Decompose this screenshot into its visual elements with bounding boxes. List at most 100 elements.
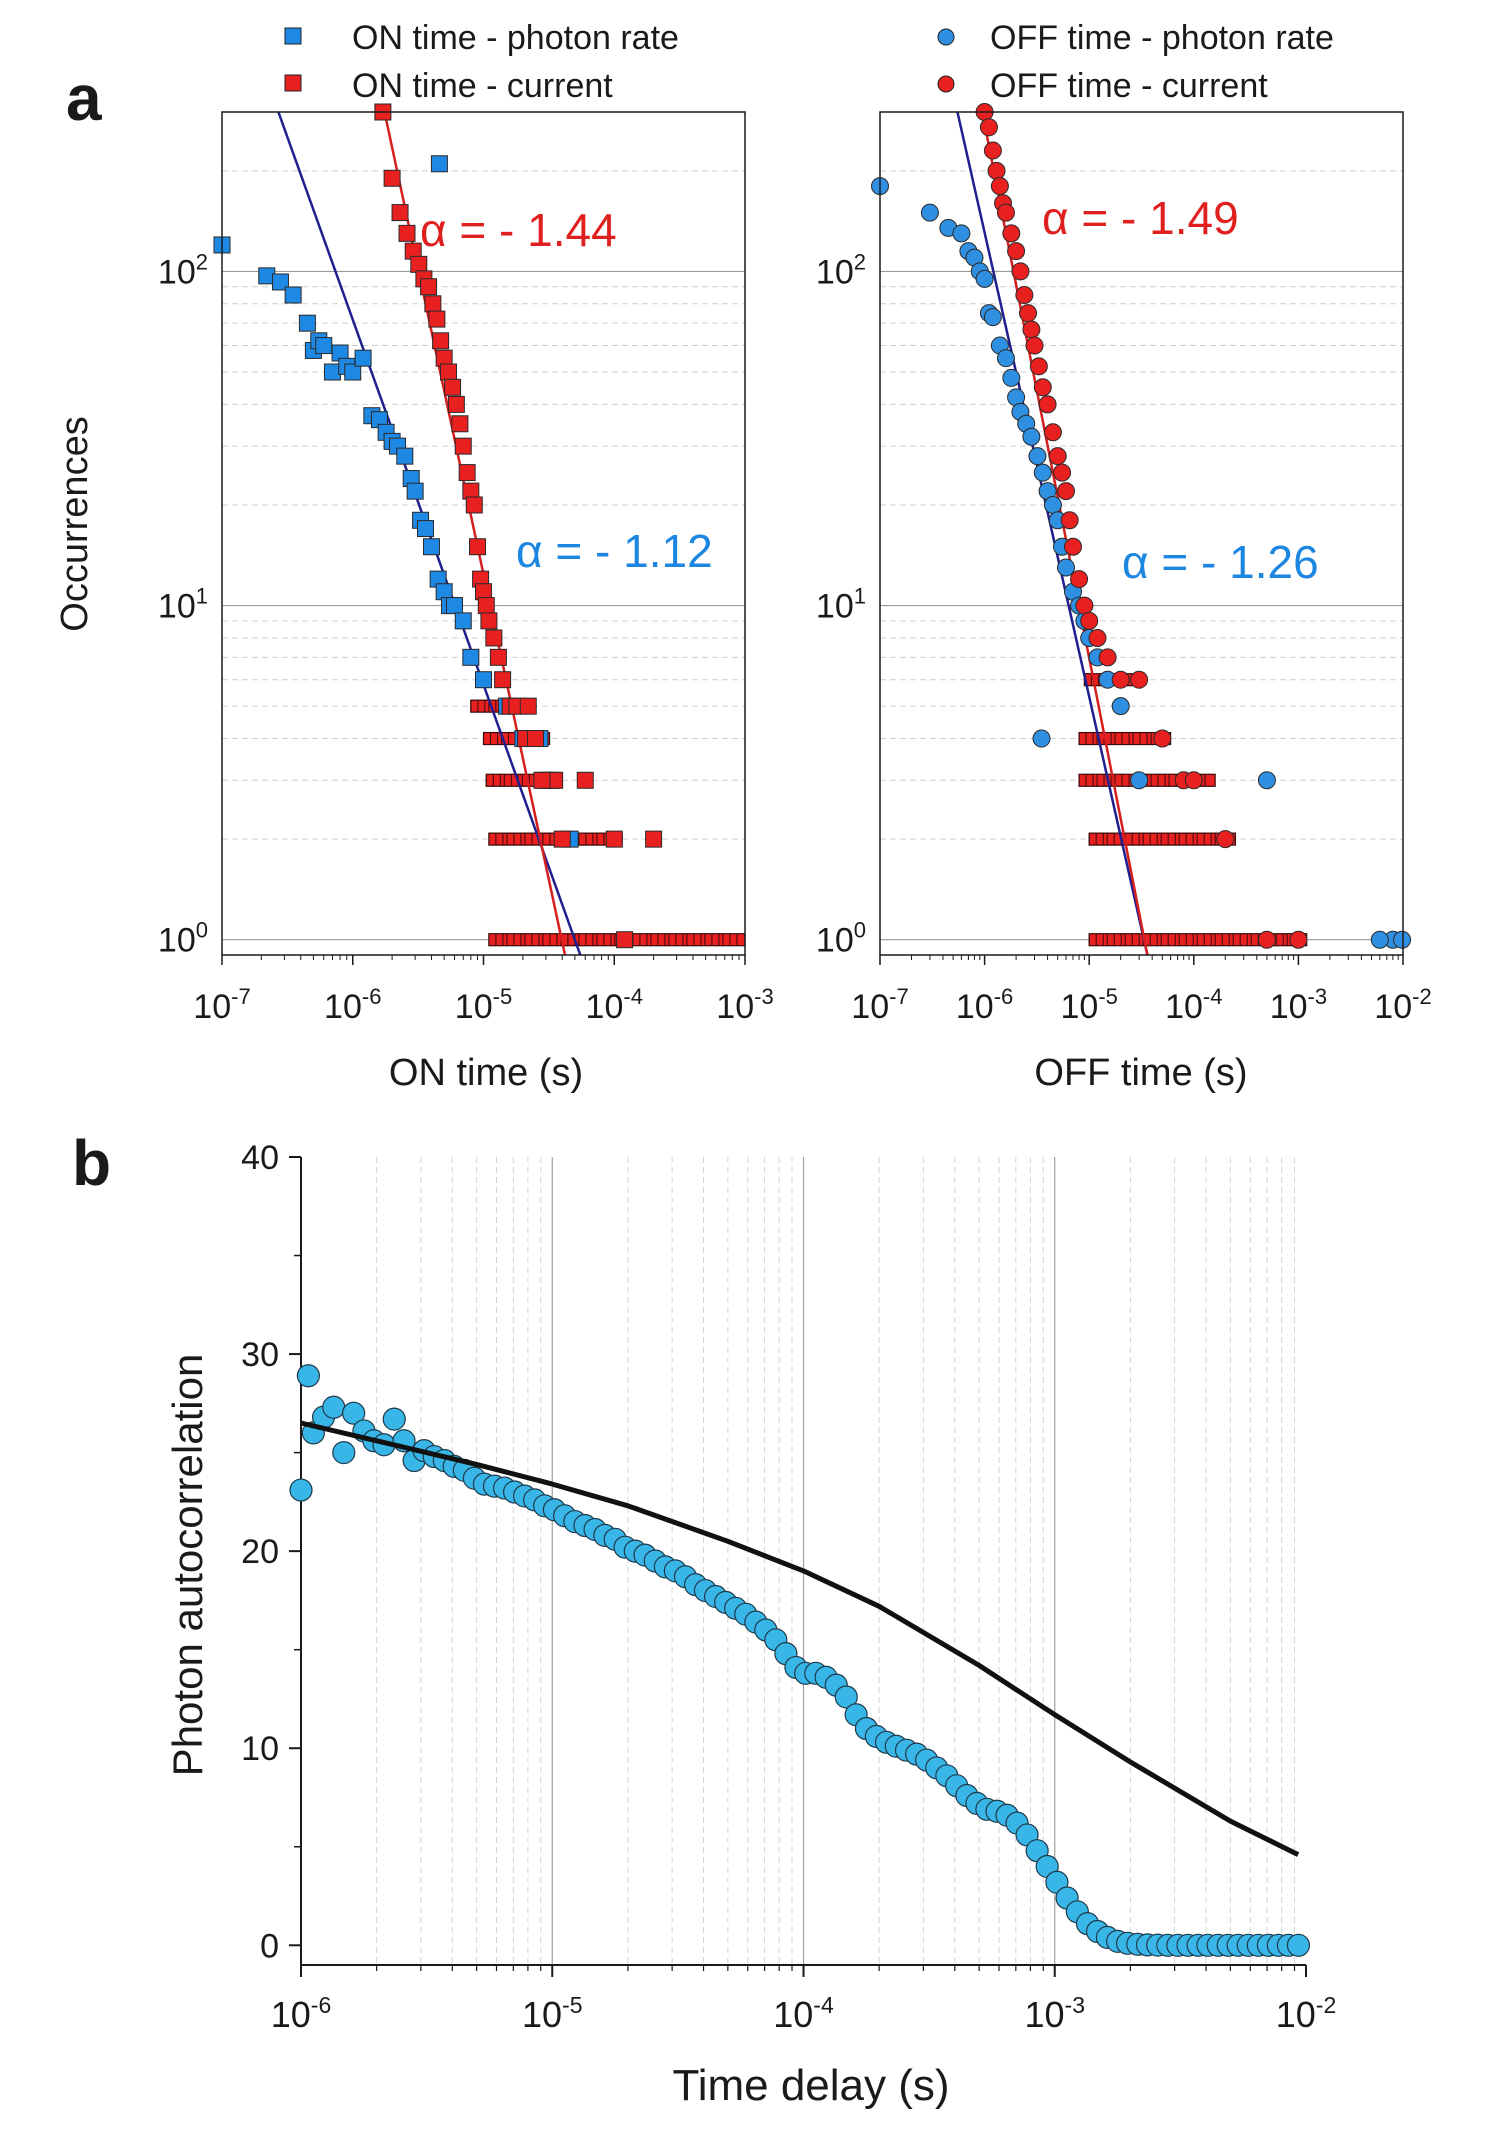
legend-swatch-off-photon	[937, 28, 955, 46]
y-tick-label: 0	[260, 1927, 279, 1965]
alpha-on-photon: α = - 1.12	[516, 525, 713, 577]
data-point	[1060, 511, 1079, 530]
fit-line	[300, 1420, 1300, 1857]
data-point	[1130, 670, 1149, 689]
data-point	[422, 538, 440, 556]
data-point	[447, 395, 465, 413]
data-point	[391, 204, 409, 222]
fit-line	[956, 111, 1149, 956]
data-point	[494, 671, 512, 689]
data-point	[1111, 697, 1130, 716]
data-point	[424, 295, 442, 313]
legend-label-on-photon: ON time - photon rate	[352, 19, 679, 57]
data-point	[428, 310, 446, 328]
y-tick-label: 101	[816, 584, 866, 626]
data-point	[1029, 357, 1048, 376]
plot-frame	[879, 111, 1404, 956]
data-point	[1393, 930, 1412, 949]
data-point	[519, 697, 537, 715]
data-point	[983, 308, 1002, 327]
alpha-off-photon: α = - 1.26	[1122, 536, 1319, 588]
ylabel-a: Occurrences	[54, 416, 96, 631]
data-point	[987, 161, 1006, 180]
data-point	[616, 931, 634, 949]
data-point	[1088, 628, 1107, 647]
legend-label-off-current: OFF time - current	[990, 67, 1268, 105]
data-point	[1063, 537, 1082, 556]
data-point	[1025, 336, 1044, 355]
data-band	[1088, 832, 1237, 846]
data-point	[1032, 729, 1051, 748]
data-point	[1015, 286, 1034, 305]
data-point	[296, 1364, 320, 1388]
data-point	[990, 177, 1009, 196]
data-point	[1130, 771, 1149, 790]
data-point	[480, 612, 498, 630]
data-point	[1257, 771, 1276, 790]
data-point	[1080, 611, 1099, 630]
data-point	[440, 363, 458, 381]
x-tick-label: 10-3	[1270, 984, 1327, 1026]
xlabel-a-left: ON time (s)	[389, 1052, 583, 1094]
data-point	[344, 363, 362, 381]
data-point	[1038, 395, 1057, 414]
xlabel-b: Time delay (s)	[672, 2061, 949, 2110]
data-point	[1257, 930, 1276, 949]
data-point	[322, 1395, 346, 1419]
data-point	[979, 118, 998, 137]
data-point	[1070, 570, 1089, 589]
data-point	[444, 378, 462, 396]
legend-right: OFF time - photon rate OFF time - curren…	[937, 19, 1334, 105]
x-tick-label: 10-5	[522, 1992, 583, 2035]
data-point	[462, 648, 480, 666]
data-point	[1011, 262, 1030, 281]
data-point	[410, 255, 428, 273]
data-point	[1098, 648, 1117, 667]
ylabel-b: Photon autocorrelation	[164, 1354, 211, 1777]
legend-label-on-current: ON time - current	[352, 67, 613, 105]
legend-swatch-on-current	[284, 74, 302, 92]
data-point	[383, 169, 401, 187]
data-point	[1216, 830, 1235, 849]
data-point	[489, 648, 507, 666]
data-point	[1053, 463, 1072, 482]
legend-label-off-photon: OFF time - photon rate	[990, 19, 1334, 57]
data-point	[645, 830, 663, 848]
data-point	[342, 1401, 366, 1425]
x-tick-label: 10-5	[1061, 984, 1118, 1026]
data-point	[289, 1478, 313, 1502]
data-point	[477, 597, 495, 615]
data-point	[975, 269, 994, 288]
y-tick-label: 30	[241, 1336, 279, 1374]
y-tick-label: 102	[816, 249, 866, 291]
data-point	[469, 538, 487, 556]
data-point	[1056, 482, 1075, 501]
alpha-off-current: α = - 1.49	[1042, 192, 1239, 244]
data-point	[1111, 670, 1130, 689]
data-point	[834, 1685, 858, 1709]
x-tick-label: 10-3	[716, 984, 773, 1026]
data-point	[1184, 771, 1203, 790]
plot-a-left: 10-7 10-6 10-5 10-4 10-3 100 101 102	[158, 103, 774, 1026]
data-point	[298, 314, 316, 332]
x-tick-label: 10-6	[956, 984, 1013, 1026]
data-point	[323, 363, 341, 381]
data-point	[983, 141, 1002, 160]
data-point	[284, 286, 302, 304]
data-point	[445, 597, 463, 615]
data-point	[1028, 447, 1047, 466]
data-point	[416, 520, 434, 538]
panel-label-b: b	[72, 1127, 111, 1199]
data-point	[605, 830, 623, 848]
data-point	[996, 349, 1015, 368]
data-point	[1056, 558, 1075, 577]
data-point	[1153, 729, 1172, 748]
x-tick-label: 10-2	[1374, 984, 1431, 1026]
y-tick-label: 10	[241, 1730, 279, 1768]
panel-label-a: a	[66, 62, 102, 134]
data-point	[1043, 495, 1062, 514]
data-point	[1019, 304, 1038, 323]
data-point	[458, 464, 476, 482]
data-point	[420, 278, 438, 296]
